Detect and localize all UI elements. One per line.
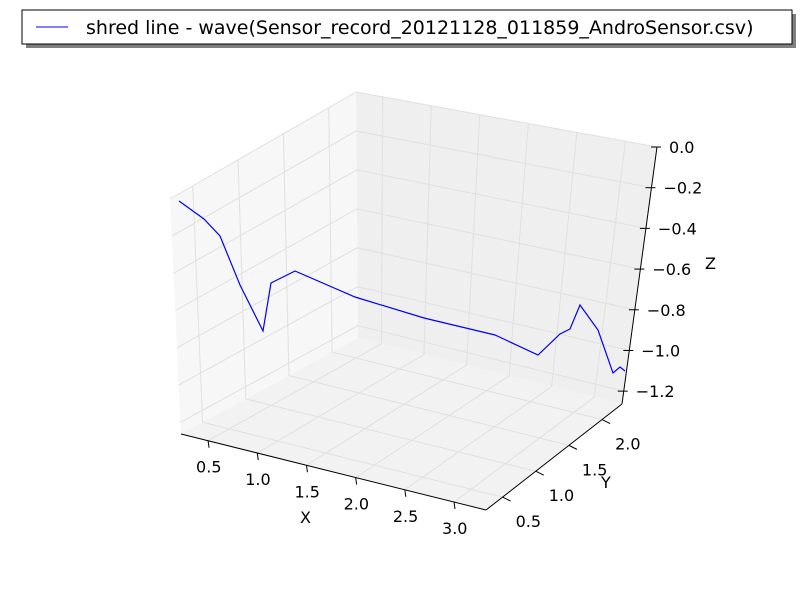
gridline-y — [282, 133, 570, 446]
x-tick — [305, 465, 308, 473]
gridline-x — [404, 132, 578, 491]
gridline-z — [174, 208, 641, 312]
legend: shred line - wave(Sensor_record_20121128… — [21, 9, 796, 48]
z-axis-label: Z — [705, 254, 716, 273]
y-tick-label: 0.5 — [516, 512, 541, 531]
x-tick-label: 1.5 — [294, 482, 319, 501]
legend-entry-label: shred line - wave(Sensor_record_20121128… — [86, 17, 753, 39]
series-group — [178, 200, 626, 375]
legend-box — [21, 9, 793, 45]
z-tick-label: 0.0 — [669, 138, 694, 157]
y-axis-line — [485, 403, 623, 511]
x-tick — [256, 452, 259, 461]
y-tick — [535, 470, 544, 476]
back-wall-pane — [356, 92, 657, 404]
y-tick-label: 1.0 — [549, 486, 574, 505]
gridline-z — [173, 169, 647, 274]
z-tick-label: −1.2 — [636, 382, 675, 401]
y-tick — [502, 496, 511, 502]
x-tick — [355, 477, 358, 485]
gridline-z — [178, 286, 630, 386]
left-wall-pane — [170, 92, 358, 434]
gridline-z — [180, 325, 624, 423]
axis-lines — [180, 146, 658, 511]
gridline-x — [453, 141, 626, 503]
series-line — [178, 200, 626, 375]
x-tick — [207, 440, 210, 448]
gridline-y — [237, 159, 536, 472]
gridline-z — [176, 247, 635, 349]
axes-panes — [170, 92, 657, 510]
y-tick — [568, 444, 578, 450]
x-tick — [404, 489, 407, 497]
tick-group: 0.5 1.0 1.5 2.0 2.5 3.0 0.5 1.0 1.5 2.0 0.0 −0.2 −0.… — [196, 138, 702, 538]
gridlines — [169, 91, 658, 503]
floor-pane — [181, 338, 622, 510]
gridline-z — [169, 91, 658, 200]
z-tick-label: −0.4 — [658, 219, 697, 238]
x-tick-label: 2.0 — [344, 495, 369, 514]
z-tick-label: −0.2 — [663, 179, 702, 198]
x-axis-line — [180, 433, 487, 511]
x-axis-label: X — [300, 508, 311, 527]
x-tick-label: 0.5 — [196, 458, 221, 477]
gridline-x — [355, 123, 529, 478]
gridline-x — [256, 105, 432, 454]
gridline-y — [192, 185, 503, 498]
gridline-x — [207, 96, 384, 442]
z-tick-label: −0.6 — [652, 260, 691, 279]
y-tick-label: 2.0 — [615, 435, 640, 454]
y-axis-label: Y — [600, 473, 611, 492]
x-tick-label: 2.5 — [393, 507, 418, 526]
x-tick-label: 3.0 — [442, 519, 467, 538]
gridline-x — [306, 114, 481, 466]
x-tick-label: 1.0 — [245, 470, 270, 489]
z-axis-line — [621, 146, 658, 405]
z-tick-label: −1.0 — [641, 341, 680, 360]
gridline-y — [328, 107, 603, 420]
gridline-z — [171, 130, 652, 237]
y-tick — [601, 419, 611, 424]
x-tick — [453, 501, 456, 510]
z-tick-label: −0.8 — [647, 301, 686, 320]
y-tick-label: 1.5 — [582, 460, 607, 479]
